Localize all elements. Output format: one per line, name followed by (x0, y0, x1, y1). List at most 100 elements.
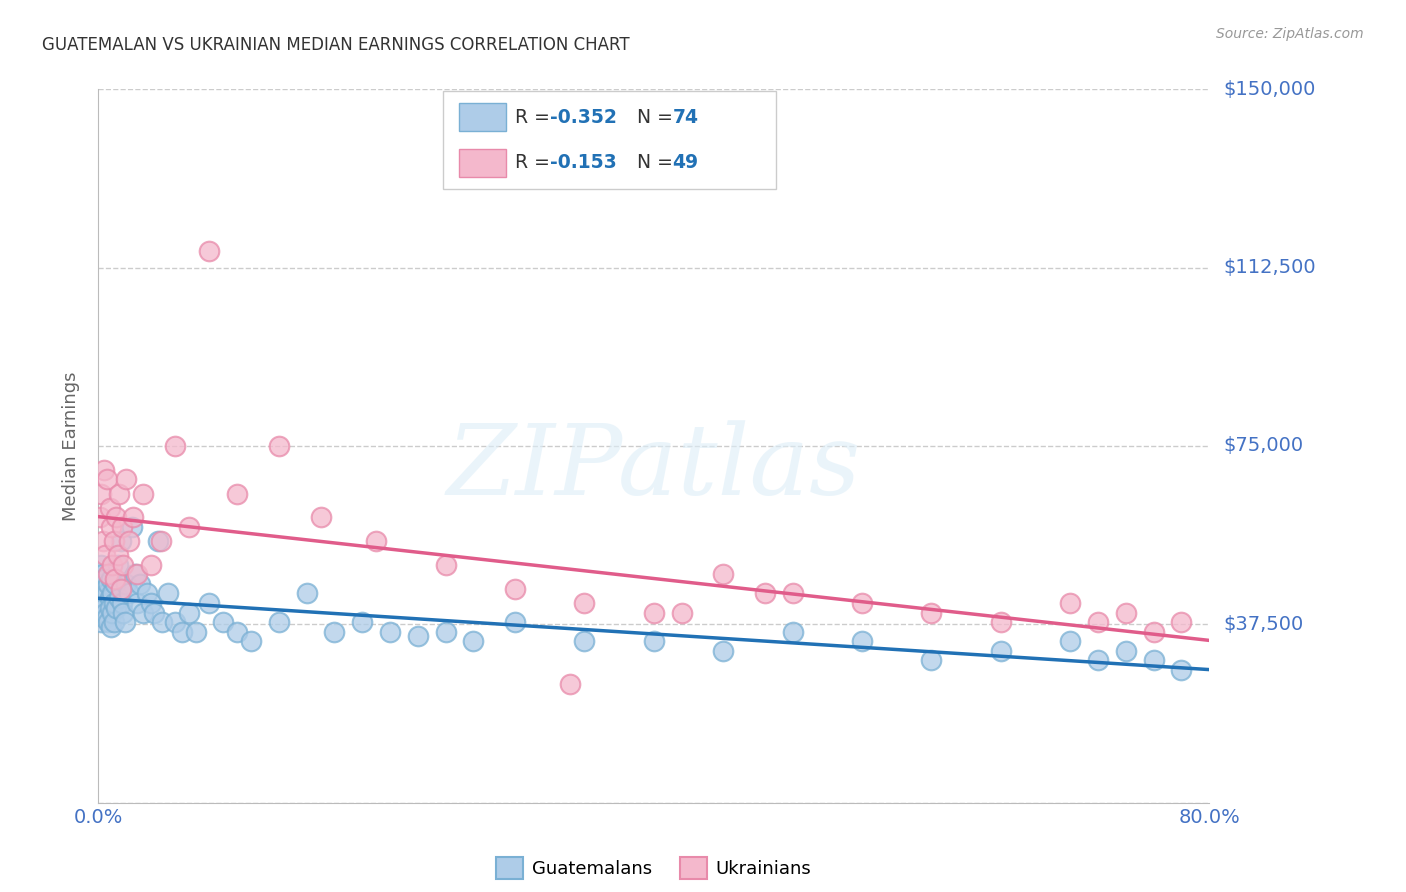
Point (143, 606, 166, 620)
Point (1143, 653, 1166, 667)
Point (434, 624, 457, 639)
Text: N =: N = (637, 108, 679, 127)
Point (141, 558, 163, 572)
Text: $150,000: $150,000 (1223, 79, 1316, 99)
Point (91, 567, 114, 582)
Point (711, 643, 734, 657)
Point (98, 600, 121, 615)
Point (107, 549, 129, 563)
Point (1115, 606, 1137, 620)
Point (114, 615, 136, 629)
Point (127, 567, 149, 582)
Point (115, 577, 138, 591)
Point (267, 439, 290, 453)
Point (97, 567, 120, 582)
Point (226, 486, 249, 500)
Point (101, 606, 124, 620)
Point (366, 534, 388, 549)
Point (406, 629, 429, 643)
Text: -0.352: -0.352 (551, 108, 617, 127)
Point (101, 586, 124, 600)
Point (90, 615, 112, 629)
Point (149, 534, 172, 549)
Point (94, 549, 117, 563)
Point (107, 558, 129, 572)
Point (163, 615, 186, 629)
Point (434, 558, 457, 572)
Point (122, 510, 145, 524)
Point (96, 586, 118, 600)
Point (96, 610, 118, 624)
Point (141, 596, 163, 610)
Point (136, 586, 159, 600)
Point (118, 586, 141, 600)
Text: $37,500: $37,500 (1223, 615, 1303, 634)
Point (643, 634, 665, 648)
Point (1170, 663, 1192, 677)
Point (91, 610, 114, 624)
Point (104, 572, 127, 586)
Point (463, 634, 485, 648)
Point (1087, 653, 1109, 667)
Point (111, 520, 134, 534)
Point (127, 596, 149, 610)
Point (378, 624, 401, 639)
Point (111, 596, 134, 610)
Point (108, 591, 131, 606)
Text: 49: 49 (672, 153, 699, 172)
FancyBboxPatch shape (460, 103, 506, 131)
Point (89, 577, 111, 591)
Point (309, 510, 332, 524)
Point (226, 624, 249, 639)
Text: R =: R = (515, 108, 555, 127)
Point (90, 486, 112, 500)
Point (295, 586, 318, 600)
Point (112, 606, 135, 620)
Point (94, 582, 117, 596)
Point (574, 634, 596, 648)
Point (177, 606, 200, 620)
Point (100, 620, 122, 634)
Point (920, 653, 942, 667)
Point (103, 596, 125, 610)
Point (851, 596, 873, 610)
Point (267, 615, 290, 629)
Text: 74: 74 (672, 108, 699, 127)
Point (112, 558, 135, 572)
Point (1059, 596, 1081, 610)
Point (105, 600, 128, 615)
Text: $75,000: $75,000 (1223, 436, 1303, 456)
Point (93, 463, 115, 477)
Point (115, 472, 138, 486)
Point (97, 577, 120, 591)
Point (98, 591, 121, 606)
Point (198, 244, 221, 258)
Point (782, 624, 804, 639)
Point (89, 596, 111, 610)
Text: ZIPatlas: ZIPatlas (447, 420, 860, 515)
Point (1059, 634, 1081, 648)
Point (91, 591, 114, 606)
Point (90, 558, 112, 572)
Point (1143, 624, 1166, 639)
Point (198, 596, 221, 610)
Point (323, 624, 346, 639)
Point (132, 486, 155, 500)
Point (156, 586, 179, 600)
Point (1087, 615, 1109, 629)
Point (97, 615, 120, 629)
Point (150, 615, 173, 629)
Text: $112,500: $112,500 (1223, 258, 1316, 277)
Point (990, 615, 1012, 629)
Point (93, 600, 115, 615)
Text: GUATEMALAN VS UKRAINIAN MEDIAN EARNINGS CORRELATION CHART: GUATEMALAN VS UKRAINIAN MEDIAN EARNINGS … (42, 36, 630, 54)
Point (96, 472, 118, 486)
Text: Source: ZipAtlas.com: Source: ZipAtlas.com (1216, 27, 1364, 41)
Point (100, 520, 122, 534)
FancyBboxPatch shape (460, 149, 506, 177)
Point (990, 643, 1012, 657)
Point (129, 577, 152, 591)
Point (177, 520, 200, 534)
Point (90, 586, 112, 600)
Point (110, 582, 132, 596)
